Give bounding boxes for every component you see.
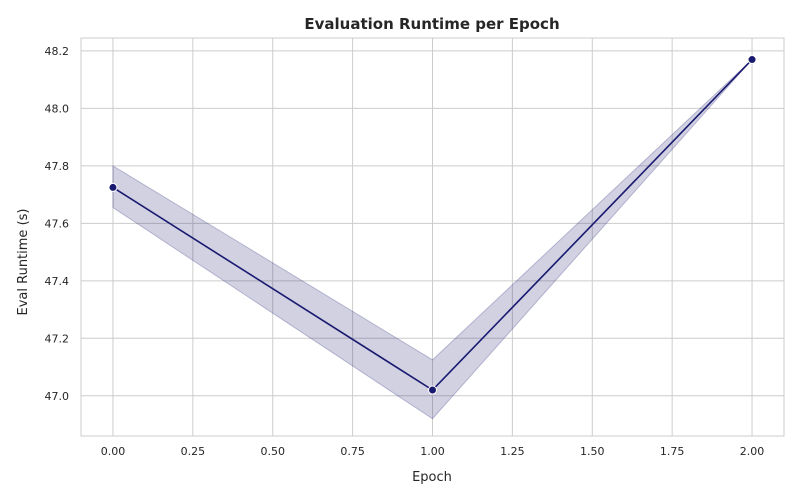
x-tick-label: 2.00	[740, 445, 765, 458]
y-tick-label: 47.2	[45, 332, 70, 345]
y-tick-label: 47.4	[45, 275, 70, 288]
grid	[81, 38, 784, 436]
confidence-band	[112, 59, 753, 420]
y-tick-label: 48.0	[45, 102, 70, 115]
x-tick-label: 1.25	[500, 445, 525, 458]
plot-frame	[80, 37, 785, 437]
ci-band	[112, 59, 753, 420]
x-tick-label: 0.75	[340, 445, 365, 458]
data-point	[428, 385, 437, 395]
y-tick-label: 47.0	[45, 390, 70, 403]
x-tick-label: 0.50	[260, 445, 285, 458]
y-axis-label: Eval Runtime (s)	[16, 209, 31, 316]
x-tick-label: 1.75	[660, 445, 685, 458]
x-tick-label: 1.00	[420, 445, 445, 458]
x-ticks: 0.00 0.25 0.50 0.75 1.00 1.25 1.50 1.75 2.00	[101, 445, 765, 458]
x-tick-label: 1.50	[580, 445, 605, 458]
y-tick-label: 47.8	[45, 160, 70, 173]
y-tick-label: 47.6	[45, 217, 70, 230]
data-point	[747, 55, 757, 65]
y-ticks: 47.0 47.2 47.4 47.6 47.8 48.0 48.2	[45, 45, 70, 403]
x-tick-label: 0.25	[181, 445, 206, 458]
series-points	[108, 55, 757, 395]
data-point	[108, 182, 118, 192]
x-tick-label: 0.00	[101, 445, 126, 458]
x-axis-label: Epoch	[412, 470, 452, 485]
y-tick-label: 48.2	[45, 45, 70, 58]
chart-title: Evaluation Runtime per Epoch	[304, 15, 559, 33]
